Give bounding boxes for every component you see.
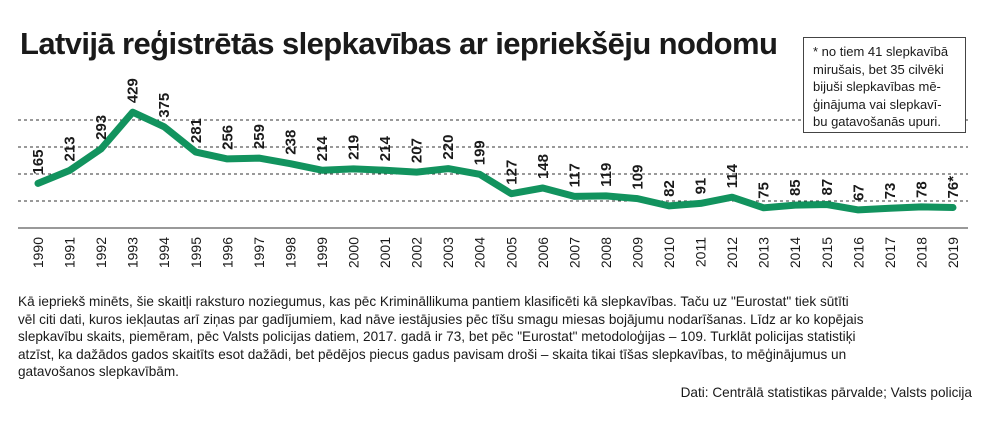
data-label: 117	[566, 163, 583, 187]
data-label: 220	[440, 135, 457, 160]
data-label: 85	[787, 179, 804, 196]
footnote-line: mirušais, bet 35 cilvēki	[813, 61, 944, 77]
x-tick-label: 2016	[850, 237, 866, 268]
x-tick-label: 1992	[93, 237, 109, 268]
x-tick-label: 2006	[535, 237, 551, 268]
x-tick-label: 1999	[314, 237, 330, 268]
grid-lines	[18, 119, 968, 229]
x-tick-label: 1993	[125, 237, 141, 268]
x-tick-label: 2009	[629, 237, 645, 268]
x-tick-label: 2002	[409, 237, 425, 268]
data-label: 82	[661, 180, 678, 197]
data-label: 213	[62, 136, 79, 161]
footnote-line: bu gatavošanās upuri.	[813, 114, 941, 129]
x-tick-label: 2001	[377, 237, 393, 268]
x-tick-label: 2013	[756, 237, 772, 268]
x-tick-label: 1990	[30, 237, 46, 268]
data-label: 429	[125, 78, 142, 103]
data-label: 114	[724, 163, 741, 188]
data-label: 214	[377, 136, 394, 162]
x-tick-label: 2008	[598, 237, 614, 268]
line-chart: 165 213 293 429 375 281 256 259 238 214 219 214 207 2…	[18, 78, 968, 268]
x-tick-label: 1998	[282, 237, 298, 268]
data-label: 76*	[945, 176, 962, 199]
footnote-box: * no tiem 41 slepkavībā mirušais, bet 35…	[803, 37, 966, 133]
footnote-line: ģinājuma vai slepkavī-	[813, 96, 942, 112]
description-line: vēl citi dati, kuros iekļautas arī ziņas…	[18, 311, 864, 327]
data-label: 199	[472, 140, 489, 165]
data-label: 375	[156, 93, 173, 118]
data-label: 219	[346, 135, 363, 160]
data-label: 73	[882, 183, 899, 200]
x-tick-label: 2007	[566, 237, 582, 268]
x-tick-label: 1996	[219, 237, 235, 268]
footnote-line: * no tiem 41 slepkavībā	[813, 44, 949, 59]
series-line-path	[34, 108, 957, 214]
data-label: 259	[251, 124, 268, 149]
x-tick-label: 1997	[251, 237, 267, 268]
x-tick-label: 2010	[661, 237, 677, 268]
description-text: Kā iepriekš minēts, šie skaitļi raksturo…	[18, 293, 978, 381]
x-tick-label: 1995	[188, 237, 204, 268]
data-labels: 165 213 293 429 375 281 256 259 238 214 219 214 207 2…	[30, 78, 962, 201]
x-tick-label: 2005	[503, 237, 519, 268]
data-label: 256	[219, 125, 236, 150]
x-tick-label: 2017	[882, 237, 898, 268]
data-label: 87	[819, 179, 836, 196]
x-tick-label: 1991	[62, 237, 78, 268]
x-tick-label: 2012	[724, 237, 740, 268]
data-label: 119	[598, 163, 615, 187]
series-line	[34, 108, 957, 214]
x-tick-label: 2018	[913, 237, 929, 268]
data-label: 148	[535, 154, 552, 179]
data-label: 91	[693, 178, 710, 195]
footnote-line: bijuši slepkavības mē-	[813, 79, 941, 94]
data-label: 75	[756, 182, 773, 199]
page-title: Latvijā reģistrētās slepkavības ar iepri…	[20, 26, 778, 61]
data-label: 293	[93, 115, 110, 140]
data-label: 78	[913, 181, 930, 198]
data-label: 207	[409, 138, 426, 163]
data-label: 109	[629, 165, 646, 190]
x-tick-label: 2003	[440, 237, 456, 268]
x-tick-label: 2004	[472, 237, 488, 268]
description-line: slepkavību skaits, piemēram, pēc Valsts …	[18, 329, 856, 344]
x-tick-labels: 1990 1991 1992 1993 1994 1995 1996 1997 1998 1999…	[30, 237, 961, 268]
x-tick-label: 2011	[693, 237, 709, 267]
source-credit: Dati: Centrālā statistikas pārvalde; Val…	[680, 385, 972, 400]
data-label: 127	[503, 160, 520, 185]
data-label: 67	[850, 184, 867, 201]
data-label: 165	[30, 149, 47, 174]
x-tick-label: 1994	[156, 237, 172, 268]
data-label: 214	[314, 136, 331, 162]
description-line: Kā iepriekš minēts, šie skaitļi raksturo…	[18, 294, 849, 309]
data-label: 238	[282, 130, 299, 155]
x-tick-label: 2000	[346, 237, 362, 268]
x-tick-label: 2015	[819, 237, 835, 268]
description-line: gatavošanos slepkavībām.	[18, 364, 179, 379]
description-line: atzīst, ka dažādos gados skaitīts esot d…	[18, 346, 847, 362]
data-label: 281	[188, 118, 205, 143]
x-tick-label: 2019	[945, 237, 961, 268]
x-tick-label: 2014	[787, 237, 803, 268]
